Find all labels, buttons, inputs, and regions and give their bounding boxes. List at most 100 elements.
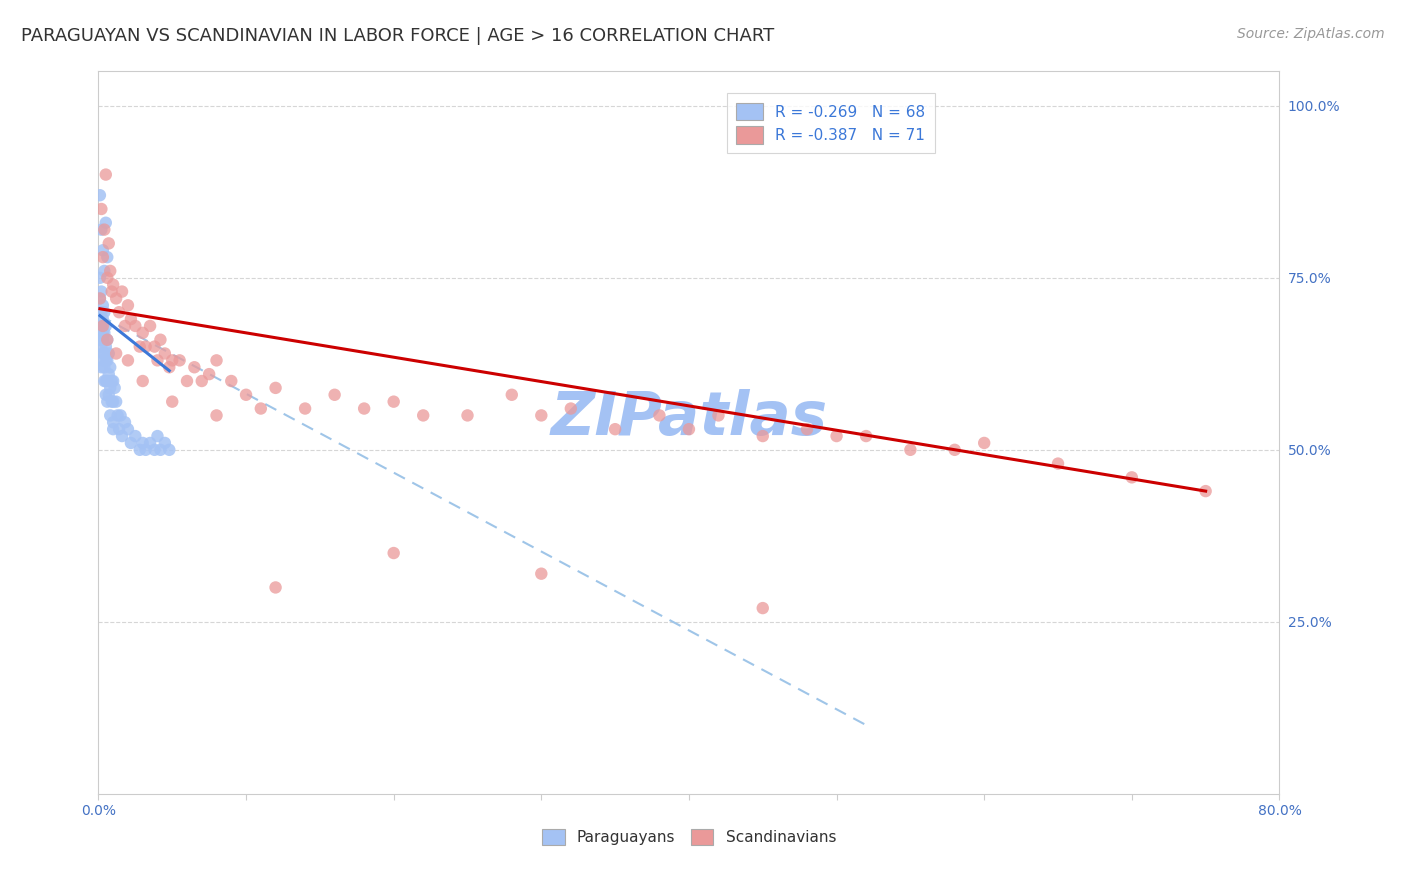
Point (89, 305, 111, 319)
Point (89, 318, 111, 333)
Point (98, 409, 121, 423)
Point (560, 401, 582, 416)
Point (605, 422, 627, 436)
Point (146, 429, 169, 443)
Point (103, 394, 125, 409)
Point (132, 326, 155, 340)
Point (96, 250, 118, 264)
Point (114, 318, 136, 333)
Point (323, 388, 346, 402)
Point (796, 422, 818, 436)
Point (198, 367, 221, 381)
Point (91, 298, 114, 312)
Point (110, 409, 132, 423)
Point (105, 346, 128, 360)
Point (89, 333, 111, 347)
Point (412, 409, 434, 423)
Point (169, 353, 191, 368)
Point (91, 312, 114, 326)
Point (97, 346, 120, 360)
Point (120, 436, 142, 450)
Point (128, 442, 150, 457)
Point (90, 202, 112, 216)
Point (91, 346, 114, 360)
Legend: Paraguayans, Scandinavians: Paraguayans, Scandinavians (536, 823, 842, 851)
Point (100, 374, 122, 388)
Point (1121, 470, 1143, 484)
Point (353, 401, 375, 416)
Point (105, 292, 128, 306)
Point (382, 546, 405, 560)
Point (157, 442, 180, 457)
Point (501, 388, 523, 402)
Point (855, 429, 877, 443)
Point (825, 429, 848, 443)
Point (97, 367, 120, 381)
Point (91, 333, 114, 347)
Point (143, 442, 166, 457)
Point (96, 333, 118, 347)
Point (149, 442, 172, 457)
Point (264, 381, 287, 395)
Point (146, 353, 169, 368)
Point (93, 346, 115, 360)
Point (135, 442, 157, 457)
Point (107, 409, 129, 423)
Point (117, 353, 139, 368)
Point (90, 360, 112, 375)
Text: PARAGUAYAN VS SCANDINAVIAN IN LABOR FORCE | AGE > 16 CORRELATION CHART: PARAGUAYAN VS SCANDINAVIAN IN LABOR FORC… (21, 27, 775, 45)
Point (108, 422, 131, 436)
Point (97, 236, 120, 251)
Point (94, 216, 117, 230)
Point (108, 305, 131, 319)
Point (707, 409, 730, 423)
Point (91, 250, 114, 264)
Point (94, 340, 117, 354)
Point (89, 270, 111, 285)
Point (162, 394, 183, 409)
Point (183, 360, 205, 375)
Point (117, 422, 139, 436)
Point (97, 388, 120, 402)
Point (90, 318, 112, 333)
Point (100, 394, 122, 409)
Point (117, 298, 139, 312)
Point (103, 277, 125, 292)
Point (98, 360, 121, 375)
Point (111, 285, 134, 299)
Point (678, 422, 700, 436)
Point (89, 292, 111, 306)
Point (93, 374, 115, 388)
Point (153, 436, 176, 450)
Point (752, 429, 775, 443)
Point (250, 401, 273, 416)
Point (143, 340, 166, 354)
Point (91, 318, 114, 333)
Point (93, 360, 115, 375)
Point (973, 436, 995, 450)
Point (264, 581, 287, 595)
Point (139, 436, 162, 450)
Point (93, 305, 115, 319)
Point (530, 409, 553, 423)
Point (1195, 484, 1218, 499)
Point (900, 442, 922, 457)
Point (103, 422, 125, 436)
Point (176, 374, 198, 388)
Point (128, 340, 150, 354)
Point (100, 285, 122, 299)
Point (103, 415, 125, 429)
Point (114, 415, 136, 429)
Point (149, 333, 172, 347)
Point (94, 353, 117, 368)
Point (98, 264, 121, 278)
Point (153, 346, 176, 360)
Point (221, 374, 243, 388)
Point (91, 326, 114, 340)
Point (157, 360, 180, 375)
Point (98, 381, 121, 395)
Point (94, 374, 117, 388)
Point (105, 394, 128, 409)
Point (93, 264, 115, 278)
Point (457, 409, 479, 423)
